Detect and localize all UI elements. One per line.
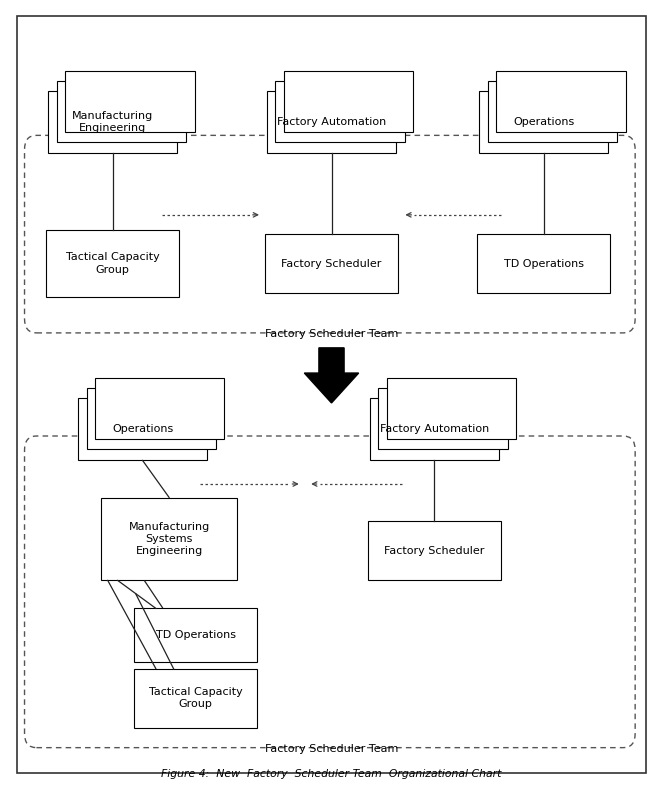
- Text: Manufacturing
Engineering: Manufacturing Engineering: [72, 111, 153, 133]
- Text: Tactical Capacity
Group: Tactical Capacity Group: [149, 687, 243, 709]
- Text: Factory Scheduler Team: Factory Scheduler Team: [265, 329, 398, 339]
- FancyBboxPatch shape: [496, 71, 626, 132]
- Text: TD Operations: TD Operations: [156, 630, 235, 640]
- FancyBboxPatch shape: [379, 388, 508, 449]
- Text: Factory Scheduler: Factory Scheduler: [281, 259, 382, 268]
- Text: TD Operations: TD Operations: [504, 259, 583, 268]
- FancyBboxPatch shape: [370, 398, 499, 460]
- FancyBboxPatch shape: [86, 388, 216, 449]
- Text: Factory Scheduler: Factory Scheduler: [384, 546, 485, 556]
- Text: Tactical Capacity
Group: Tactical Capacity Group: [66, 253, 160, 275]
- Text: Operations: Operations: [112, 424, 173, 434]
- FancyBboxPatch shape: [134, 668, 257, 727]
- FancyArrow shape: [304, 348, 359, 403]
- FancyBboxPatch shape: [78, 398, 207, 460]
- FancyBboxPatch shape: [267, 91, 396, 153]
- FancyBboxPatch shape: [276, 81, 404, 142]
- FancyBboxPatch shape: [487, 81, 617, 142]
- FancyBboxPatch shape: [17, 16, 646, 773]
- Text: Factory Automation: Factory Automation: [277, 117, 386, 127]
- FancyBboxPatch shape: [95, 378, 225, 439]
- Text: Manufacturing
Systems
Engineering: Manufacturing Systems Engineering: [129, 522, 210, 556]
- FancyBboxPatch shape: [477, 234, 610, 293]
- Text: Figure 4:  New  Factory  Scheduler Team  Organizational Chart: Figure 4: New Factory Scheduler Team Org…: [161, 769, 502, 779]
- FancyBboxPatch shape: [265, 234, 398, 293]
- Text: Operations: Operations: [513, 117, 574, 127]
- FancyBboxPatch shape: [134, 608, 257, 662]
- FancyBboxPatch shape: [479, 91, 609, 153]
- FancyBboxPatch shape: [66, 71, 195, 132]
- FancyBboxPatch shape: [368, 521, 501, 581]
- FancyBboxPatch shape: [284, 71, 414, 132]
- FancyBboxPatch shape: [387, 378, 516, 439]
- Text: Factory Scheduler Team: Factory Scheduler Team: [265, 744, 398, 754]
- FancyBboxPatch shape: [48, 91, 178, 153]
- FancyBboxPatch shape: [101, 498, 237, 581]
- FancyBboxPatch shape: [46, 230, 179, 297]
- FancyBboxPatch shape: [57, 81, 186, 142]
- Text: Factory Automation: Factory Automation: [380, 424, 489, 434]
